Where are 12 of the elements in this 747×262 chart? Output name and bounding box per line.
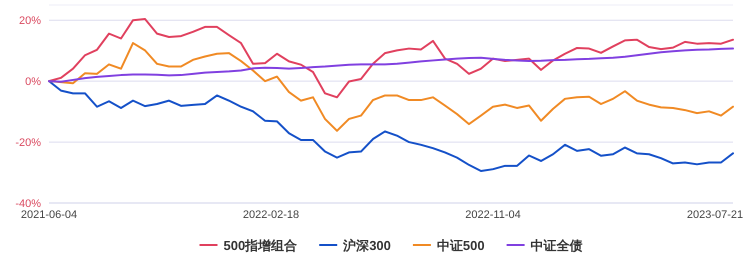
x-tick-label: 2022-02-18 <box>242 209 300 221</box>
legend-label: 中证500 <box>436 238 485 253</box>
y-tick-label: -40% <box>15 198 42 210</box>
legend-label: 沪深300 <box>342 238 391 253</box>
legend-label: 中证全债 <box>530 238 583 253</box>
x-tick-label: 2023-07-21 <box>686 209 744 221</box>
x-tick-label: 2022-11-04 <box>465 209 521 221</box>
x-tick-label: 2021-06-04 <box>20 209 78 221</box>
y-tick-label: 20% <box>18 15 42 28</box>
y-tick-label: -20% <box>15 137 42 150</box>
y-tick-label: 0% <box>25 76 42 88</box>
legend-label: 500指增组合 <box>224 238 298 253</box>
